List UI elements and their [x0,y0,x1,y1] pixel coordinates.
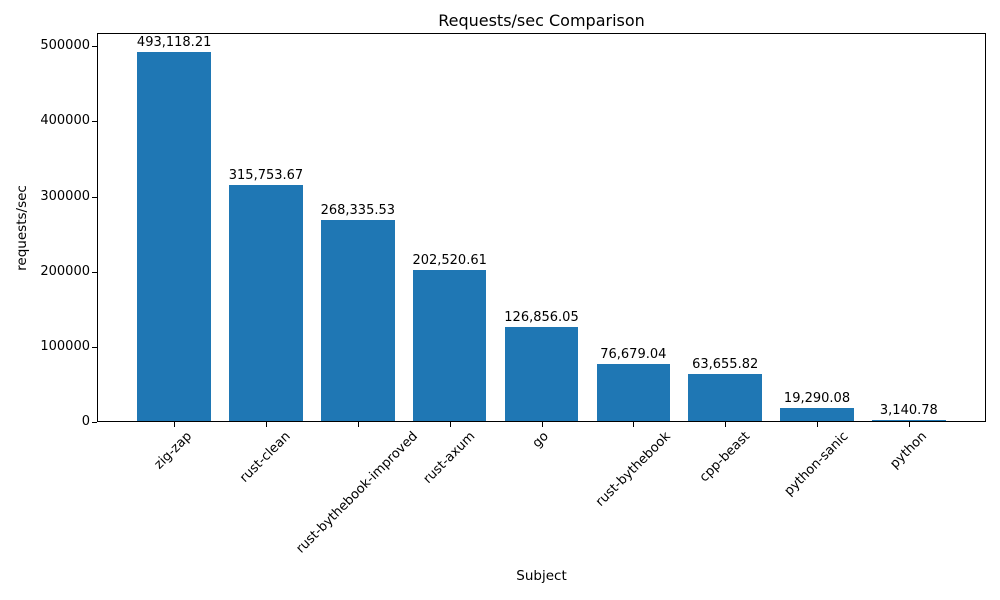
x-tick-mark [817,422,819,427]
y-tick-mark [92,347,97,348]
bar-value-label: 315,753.67 [228,167,304,183]
x-tick-label-text: go [530,429,553,452]
bar-value-label: 202,520.61 [412,252,487,268]
bar [688,374,762,421]
x-tick-mark [265,422,267,427]
bar-value-label: 19,290.08 [783,390,851,406]
x-tick-mark [357,422,359,427]
y-tick-label: 300000 [40,188,90,204]
y-tick-label: 400000 [40,113,90,129]
bar-value-label: 126,856.05 [504,309,579,325]
bar [137,51,211,421]
x-tick-label-text: zig-zap [151,429,196,473]
x-tick-label-text: python-sanic [781,429,852,499]
x-tick-label-text: rust-bythebook-improved [293,429,422,557]
bar-value-label: 3,140.78 [879,402,938,418]
x-tick-mark [908,422,910,427]
y-tick-mark [92,46,97,47]
y-tick-label: 0 [81,414,90,429]
x-tick-label-text: rust-bythebook [592,429,674,510]
bar [321,220,395,421]
bar [412,269,487,421]
y-tick-mark [92,422,97,423]
bar [504,326,579,421]
y-tick-label: 500000 [40,38,90,54]
y-tick-label: 100000 [40,338,90,354]
x-tick-label-text: cpp-beast [696,429,753,486]
bar-value-label: 63,655.82 [692,357,759,373]
bar-value-label: 76,679.04 [600,347,667,363]
x-tick-label-text: rust-clean [237,429,294,486]
bar [872,419,946,421]
bar [780,407,854,421]
x-tick-mark [725,422,727,427]
x-tick-mark [541,422,543,427]
x-tick-mark [174,422,176,427]
bar-value-label: 268,335.53 [320,203,396,219]
x-tick-mark [633,422,635,427]
y-tick-mark [92,121,97,122]
y-tick-mark [92,197,97,198]
x-axis-label: Subject [516,568,567,584]
y-tick-mark [92,272,97,273]
y-tick-label: 200000 [40,263,90,279]
x-tick-label-text: rust-axum [420,429,479,487]
bar [229,184,303,421]
chart-title: Requests/sec Comparison [438,11,645,30]
x-tick-mark [449,422,451,427]
x-tick-label-text: python [886,429,930,472]
bar [596,364,671,421]
bar-value-label: 493,118.21 [136,34,212,50]
y-axis-label: requests/sec [14,185,30,271]
